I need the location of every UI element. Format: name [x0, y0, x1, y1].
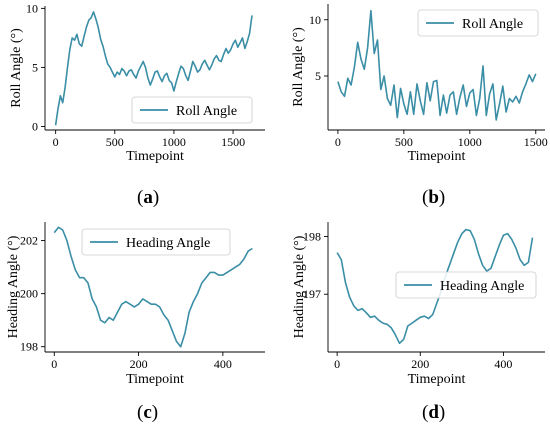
- x-tick-label: 1000: [162, 135, 186, 149]
- x-tick-label: 400: [494, 357, 512, 371]
- y-tick-label: 202: [20, 234, 38, 248]
- series-line: [337, 9, 537, 121]
- x-tick-label: 0: [334, 357, 340, 371]
- legend: Heading Angle: [81, 228, 231, 256]
- x-tick-label: 0: [335, 135, 341, 149]
- chart-panel-d: 0 200 400 197 198 Timepoint Heading Angle (°) H…: [292, 222, 545, 423]
- y-tick-label: 5: [315, 69, 321, 83]
- y-tick-label: 198: [20, 340, 38, 354]
- y-axis-label: Heading Angle (°): [6, 235, 21, 338]
- panel-label: (a): [137, 187, 159, 208]
- x-tick-label: 0: [53, 135, 59, 149]
- y-tick-label: 0: [32, 119, 38, 133]
- series-line: [336, 228, 534, 345]
- y-tick-label: 197: [303, 287, 321, 301]
- legend: Roll Angle: [131, 96, 253, 124]
- x-axis-label: Timepoint: [408, 372, 466, 387]
- x-tick-label: 0: [51, 357, 57, 371]
- chart-panel-c: 0 200 400 198 200 202 Timepoint Heading Angle (…: [6, 222, 265, 423]
- legend-box: [395, 271, 537, 299]
- y-tick-label: 200: [20, 287, 38, 301]
- panel-label: (d): [422, 402, 445, 423]
- legend-label: Roll Angle: [176, 104, 237, 119]
- x-tick-label: 500: [395, 135, 413, 149]
- chart-panel-a: 0 500 1000 1500 0 5 10 Timepoint Roll Angle (°) R…: [9, 1, 265, 208]
- legend-label: Heading Angle: [440, 279, 524, 294]
- legend: Roll Angle: [417, 9, 539, 37]
- y-axis-label: Roll Angle (°): [291, 27, 306, 107]
- x-tick-label: 1500: [221, 135, 245, 149]
- y-tick-label: 10: [26, 1, 38, 15]
- x-tick-label: 400: [214, 357, 232, 371]
- legend-box: [81, 228, 231, 256]
- legend-box: [417, 9, 539, 37]
- series-line: [53, 226, 253, 348]
- y-tick-label: 198: [303, 229, 321, 243]
- x-tick-label: 500: [106, 135, 124, 149]
- legend-label: Heading Angle: [126, 236, 210, 251]
- x-axis-label: Timepoint: [126, 149, 184, 164]
- y-axis-label: Heading Angle (°): [292, 235, 307, 338]
- panel-label: (b): [422, 187, 445, 208]
- legend-box: [131, 96, 253, 124]
- x-tick-label: 200: [411, 357, 429, 371]
- x-tick-label: 1000: [458, 135, 482, 149]
- panel-label: (c): [137, 402, 158, 423]
- x-axis-label: Timepoint: [126, 372, 184, 387]
- series-line: [54, 11, 253, 126]
- y-tick-label: 10: [309, 13, 321, 27]
- y-axis-label: Roll Angle (°): [9, 28, 24, 108]
- legend-label: Roll Angle: [462, 17, 523, 32]
- x-tick-label: 1500: [524, 135, 548, 149]
- x-tick-label: 200: [130, 357, 148, 371]
- legend: Heading Angle: [395, 271, 537, 299]
- y-tick-label: 5: [32, 60, 38, 74]
- chart-panel-b: 0 500 1000 1500 5 10 Timepoint Roll Angle (°) Ro…: [291, 4, 548, 208]
- x-axis-label: Timepoint: [408, 149, 466, 164]
